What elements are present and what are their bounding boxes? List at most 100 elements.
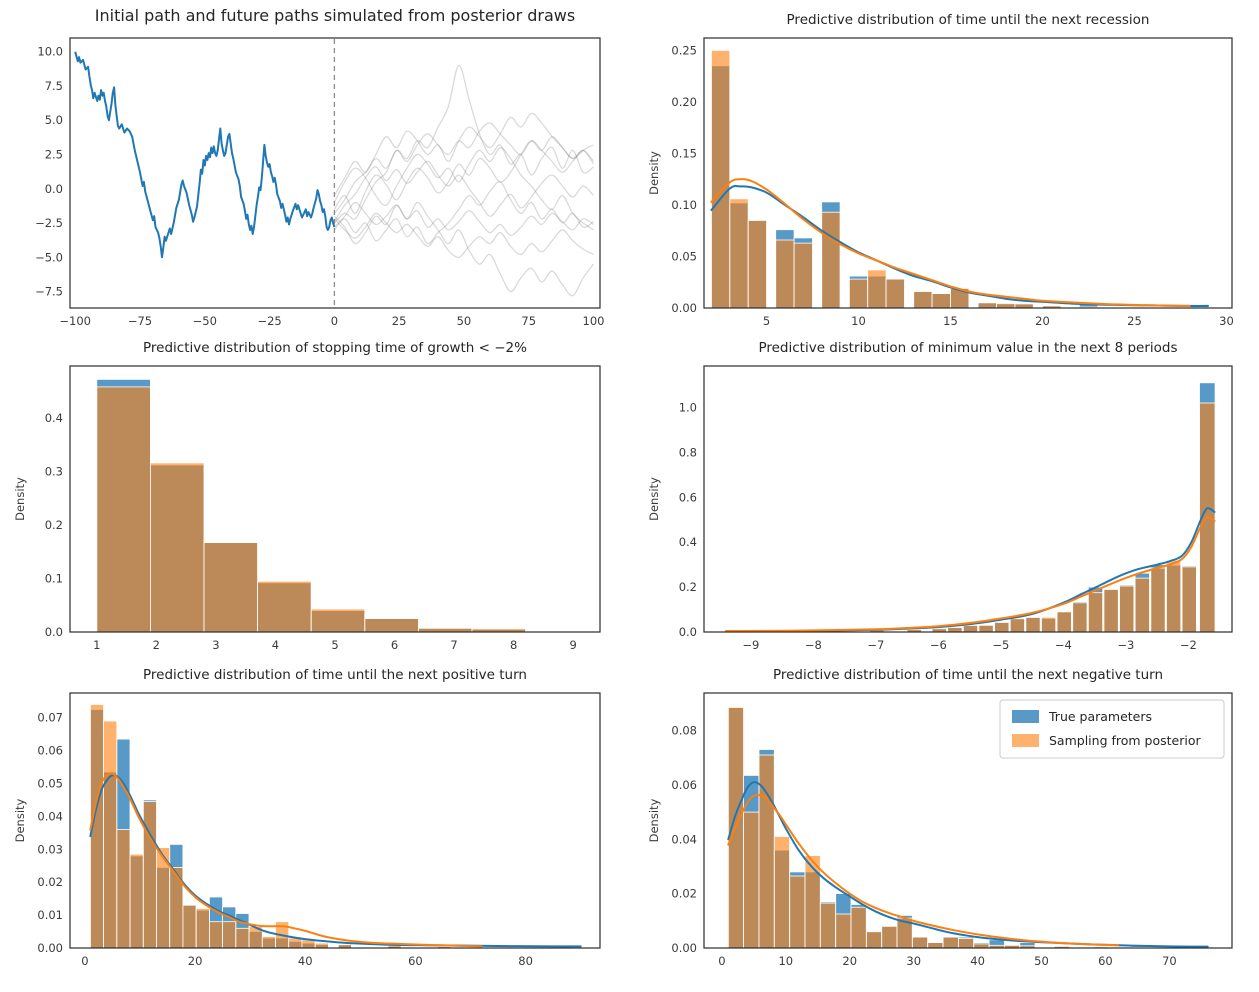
y-tick-label: 0.01 — [37, 908, 63, 922]
hist-bar-posterior — [1072, 602, 1088, 633]
hist-bar-posterior — [1009, 618, 1026, 633]
hist-bar-posterior — [729, 198, 749, 309]
hist-bar-posterior — [947, 627, 963, 633]
x-tick-label: 50 — [1034, 954, 1049, 968]
x-tick-label: −100 — [59, 314, 91, 328]
x-tick-label: 20 — [842, 954, 857, 968]
kde-curve-posterior — [724, 516, 1216, 633]
x-tick-label: 40 — [298, 954, 313, 968]
y-tick-label: 0.20 — [671, 95, 697, 109]
axes-frame — [703, 37, 1233, 309]
future-path — [333, 122, 594, 214]
hist-bar-posterior — [743, 811, 760, 949]
hist-bar-posterior — [314, 942, 329, 949]
y-tick-label: 0.08 — [671, 724, 697, 738]
y-tick-label: 0.2 — [45, 518, 63, 532]
hist-bars-sampling-posterior — [90, 704, 573, 949]
y-tick-label: 0.6 — [679, 490, 697, 504]
hist-bar-posterior — [103, 720, 118, 949]
hist-bar-posterior — [931, 293, 951, 309]
x-tick-label: 5 — [331, 638, 338, 652]
subplot-next-negative-turn: Predictive distribution of time until th… — [630, 660, 1259, 992]
paths-plot: −100 −75 −50 −25 0 25 50 75 100 10.0 7.5 5.0 2.5 0.0 −… — [35, 37, 605, 328]
y-tick-label: 0.0 — [45, 625, 63, 639]
x-tick-label: −4 — [1055, 638, 1072, 652]
y-tick-label: 0.10 — [671, 198, 697, 212]
kde-curve-true — [89, 774, 582, 948]
y-tick-label: 0.15 — [671, 146, 697, 160]
x-tick-label: 15 — [943, 314, 958, 328]
subplot-next-positive-turn: Predictive distribution of time until th… — [0, 660, 630, 992]
x-tick-label: 30 — [906, 954, 921, 968]
future-path — [333, 112, 594, 196]
y-tick-label: 0.3 — [45, 464, 63, 478]
x-tick-label: −2 — [1180, 638, 1197, 652]
hist-bar-posterior — [819, 902, 837, 949]
x-tick-label: −3 — [1117, 638, 1134, 652]
x-tick-label: 8 — [510, 638, 517, 652]
y-tick-label: 0.02 — [671, 887, 697, 901]
hist-bar-posterior — [821, 211, 841, 309]
x-tick-label: 10 — [778, 954, 793, 968]
y-tick-label: 0.1 — [45, 572, 63, 586]
y-axis-label: Density — [647, 477, 661, 521]
future-path — [333, 147, 594, 231]
y-tick-label: 0.07 — [37, 711, 63, 725]
hist-bar-posterior — [773, 836, 791, 949]
x-tick-label: 60 — [1098, 954, 1113, 968]
legend-swatch-true-parameters — [1012, 710, 1039, 723]
hist-bar-posterior — [257, 580, 312, 633]
negative-turn-histogram-plot: 0 10 20 30 40 50 60 70 0.00 0.02 0.04 0.06 0.08 Densi… — [647, 692, 1233, 968]
future-path — [333, 64, 594, 224]
hist-bar-posterior — [848, 278, 869, 309]
x-tick-label: 50 — [457, 314, 472, 328]
hist-bar-posterior — [364, 618, 419, 633]
x-tick-label: 100 — [583, 314, 605, 328]
y-tick-label: 0.00 — [37, 941, 63, 955]
hist-bar-posterior — [149, 462, 205, 633]
subplot-time-until-recession: Predictive distribution of time until th… — [630, 0, 1259, 330]
hist-bar-posterior — [1056, 611, 1072, 633]
y-axis-label: Density — [647, 798, 661, 842]
x-tick-label: 30 — [1219, 314, 1234, 328]
hist-bar-posterior — [142, 801, 157, 949]
hist-bar-posterior — [711, 50, 731, 309]
hist-bar-posterior — [235, 927, 250, 949]
hist-bar-posterior — [867, 269, 887, 309]
hist-bar-posterior — [182, 904, 197, 949]
hist-bar-posterior — [927, 942, 944, 949]
hist-bar-posterior — [911, 936, 929, 949]
hist-bar-posterior — [195, 908, 210, 949]
hist-bar-posterior — [835, 913, 852, 949]
hist-bar-posterior — [116, 829, 131, 949]
y-axis-label: Density — [13, 477, 27, 521]
hist-bar-posterior — [1150, 567, 1166, 633]
y-axis-label: Density — [647, 151, 661, 195]
hist-bar-posterior — [994, 622, 1010, 633]
hist-bar-posterior — [1181, 566, 1197, 633]
hist-bar-posterior — [973, 943, 990, 949]
kde-curve-true — [710, 185, 1210, 307]
hist-bar-posterior — [208, 921, 223, 949]
hist-bar-posterior — [96, 386, 151, 633]
axes-frame — [69, 37, 601, 309]
axes-frame — [703, 692, 1233, 949]
hist-bar-posterior — [758, 754, 775, 949]
hist-bar-posterior — [942, 936, 959, 949]
x-tick-label: 6 — [391, 638, 398, 652]
legend-swatch-sampling-posterior — [1012, 734, 1039, 747]
x-tick-label: 25 — [392, 314, 407, 328]
axes-frame — [703, 365, 1233, 633]
x-tick-label: 40 — [970, 954, 985, 968]
y-tick-label: 0.4 — [45, 411, 63, 425]
future-path — [333, 201, 594, 236]
x-tick-label: −7 — [867, 638, 884, 652]
x-tick-label: 9 — [570, 638, 577, 652]
hist-bar-posterior — [203, 542, 258, 633]
hist-bar-posterior — [996, 302, 1016, 309]
hist-bar-posterior — [978, 624, 994, 633]
hist-bar-posterior — [310, 608, 366, 633]
subplot-stopping-time-growth: Predictive distribution of stopping time… — [0, 330, 630, 660]
x-tick-label: 3 — [212, 638, 219, 652]
